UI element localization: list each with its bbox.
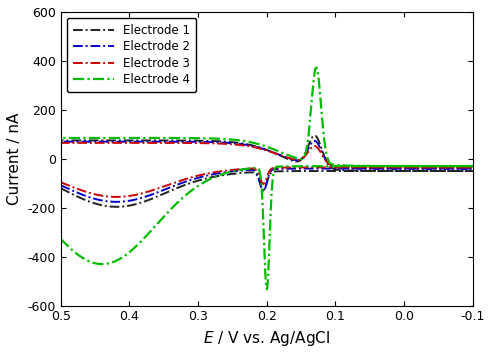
- Electrode 4: [81, 256, 87, 261]
- Electrode 1: [58, 186, 63, 190]
- Electrode 2: [58, 140, 63, 144]
- Electrode 2: [114, 200, 120, 204]
- Electrode 3: [122, 195, 127, 199]
- Electrode 2: [183, 140, 189, 144]
- Electrode 3: [184, 141, 189, 145]
- Electrode 4: [58, 136, 63, 140]
- Electrode 2: [149, 192, 154, 197]
- Electrode 3: [432, 165, 438, 169]
- Electrode 3: [58, 180, 63, 185]
- Electrode 1: [172, 187, 178, 191]
- Electrode 2: [122, 199, 127, 203]
- Electrode 1: [312, 133, 318, 138]
- Line: Electrode 3: Electrode 3: [61, 143, 473, 197]
- Electrode 2: [172, 184, 178, 188]
- Electrode 3: [81, 189, 87, 193]
- Electrode 1: [149, 197, 154, 201]
- Electrode 4: [183, 136, 189, 140]
- Electrode 1: [122, 204, 127, 208]
- Electrode 2: [432, 166, 438, 171]
- Electrode 3: [149, 189, 154, 193]
- Electrode 2: [311, 139, 317, 143]
- Electrode 4: [432, 164, 438, 168]
- Electrode 4: [122, 254, 127, 258]
- Electrode 1: [114, 205, 120, 209]
- Electrode 4: [171, 204, 177, 208]
- Electrode 3: [58, 141, 63, 145]
- Electrode 4: [313, 65, 319, 70]
- Electrode 1: [432, 169, 438, 173]
- Electrode 1: [183, 138, 189, 143]
- Electrode 4: [264, 287, 270, 291]
- Electrode 3: [114, 195, 120, 199]
- Electrode 2: [81, 193, 87, 197]
- Electrode 2: [58, 183, 63, 187]
- Electrode 1: [81, 197, 87, 201]
- Electrode 4: [58, 237, 63, 241]
- Line: Electrode 1: Electrode 1: [61, 136, 473, 207]
- Line: Electrode 2: Electrode 2: [61, 141, 473, 202]
- Electrode 4: [148, 229, 154, 233]
- Electrode 1: [58, 138, 63, 143]
- Line: Electrode 4: Electrode 4: [61, 67, 473, 289]
- X-axis label: $\it{E}$ / V vs. Ag/AgCl: $\it{E}$ / V vs. Ag/AgCl: [203, 329, 331, 348]
- Legend: Electrode 1, Electrode 2, Electrode 3, Electrode 4: Electrode 1, Electrode 2, Electrode 3, E…: [66, 18, 196, 92]
- Y-axis label: Current / nA: Current / nA: [7, 113, 22, 205]
- Electrode 3: [172, 180, 178, 185]
